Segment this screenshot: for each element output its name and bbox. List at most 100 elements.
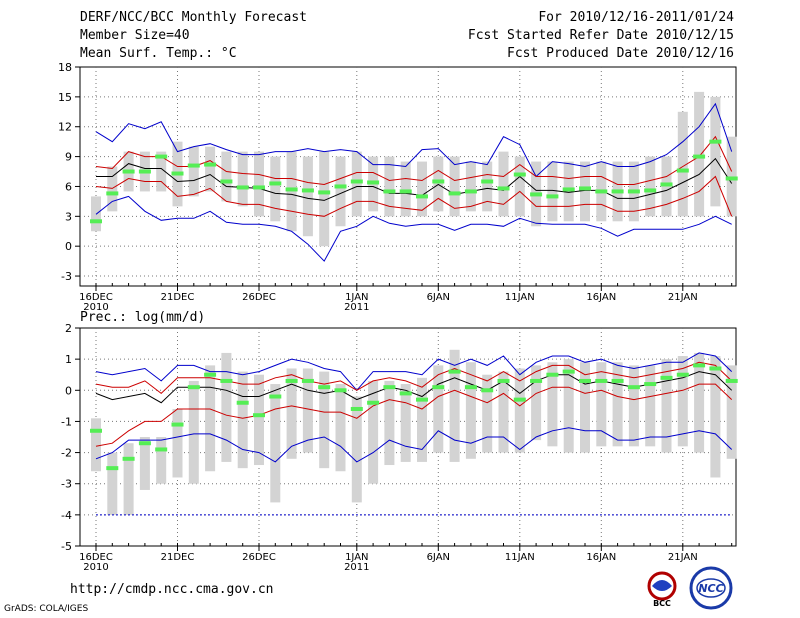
temp-median-marker bbox=[106, 191, 119, 196]
temp-sd-high-line bbox=[95, 135, 733, 186]
prec-median-marker bbox=[318, 385, 331, 390]
bcc-logo: BCC bbox=[647, 571, 677, 608]
prec-median-marker bbox=[725, 378, 738, 383]
temp-ytick-label: 6 bbox=[65, 180, 72, 193]
temp-median-marker bbox=[464, 189, 477, 194]
prec-box bbox=[107, 452, 118, 515]
member-size: Member Size=40 bbox=[80, 28, 190, 43]
prec-median-marker bbox=[595, 378, 608, 383]
prec-xtick-label: 16JAN bbox=[586, 552, 616, 563]
temp-median-marker bbox=[269, 181, 282, 186]
ncc-logo: NCC bbox=[689, 566, 733, 610]
chart-title: DERF/NCC/BCC Monthly Forecast bbox=[80, 10, 307, 25]
prec-box bbox=[580, 362, 590, 453]
prec-median-marker bbox=[236, 400, 249, 405]
temp-box bbox=[221, 151, 232, 202]
prec-box bbox=[139, 437, 150, 490]
temp-median-marker bbox=[220, 179, 233, 184]
temp-box bbox=[514, 156, 525, 217]
temp-median-marker bbox=[676, 168, 689, 173]
prec-box bbox=[91, 418, 101, 472]
temp-ytick-label: 15 bbox=[58, 91, 72, 104]
temp-xtick-label: 16DEC bbox=[79, 292, 113, 303]
prec-xtick-label: 21JAN bbox=[668, 552, 698, 563]
temp-box bbox=[400, 161, 411, 217]
temp-box bbox=[710, 96, 721, 207]
temp-xtick-label: 21JAN bbox=[668, 292, 698, 303]
temp-median-marker bbox=[204, 162, 217, 167]
temp-median-marker bbox=[595, 189, 608, 194]
prec-sd-low-line bbox=[95, 383, 733, 447]
temp-box bbox=[335, 156, 346, 227]
temp-box bbox=[270, 156, 281, 222]
prec-box bbox=[563, 359, 574, 453]
prec-box bbox=[465, 362, 476, 459]
prec-median-marker bbox=[204, 372, 217, 377]
temp-median-marker bbox=[318, 190, 331, 195]
start-date: Fcst Started Refer Date 2010/12/15 bbox=[467, 28, 734, 43]
temp-box bbox=[547, 161, 558, 222]
temp-median-marker bbox=[709, 139, 722, 144]
temp-box bbox=[254, 151, 264, 217]
prec-median-marker bbox=[562, 369, 575, 374]
prec-ytick-label: 1 bbox=[65, 353, 72, 366]
prec-median-marker bbox=[546, 372, 559, 377]
prec-xtick-label: 21DEC bbox=[161, 552, 195, 563]
prec-median-marker bbox=[432, 385, 445, 390]
prec-box bbox=[433, 365, 444, 453]
prec-box bbox=[286, 368, 297, 459]
temp-median-marker bbox=[481, 179, 494, 184]
prec-median-marker bbox=[709, 366, 722, 371]
temp-mean-line bbox=[96, 157, 733, 201]
prec-sd-high-line bbox=[95, 361, 733, 395]
prec-median-marker bbox=[187, 385, 200, 390]
temp-box bbox=[677, 111, 688, 217]
temp-max-line bbox=[95, 102, 733, 178]
temp-box bbox=[351, 151, 362, 217]
temp-median-marker bbox=[367, 180, 380, 185]
ncc-logo-text: NCC bbox=[698, 582, 723, 595]
prec-xtick-label: 16DEC bbox=[79, 552, 113, 563]
prec-box bbox=[498, 371, 509, 453]
prec-box bbox=[351, 396, 362, 503]
temp-box bbox=[205, 146, 216, 192]
temp-box bbox=[694, 91, 705, 217]
prec-median-marker bbox=[660, 375, 673, 380]
prec-median-marker bbox=[155, 447, 168, 452]
prec-median-marker bbox=[399, 391, 412, 396]
ncc-logo-ring bbox=[689, 566, 733, 610]
temp-box bbox=[465, 161, 476, 212]
prec-box bbox=[221, 352, 232, 462]
prec-box bbox=[400, 384, 411, 462]
temp-box bbox=[645, 156, 656, 217]
prec-box bbox=[188, 380, 199, 484]
prec-median-marker bbox=[611, 378, 624, 383]
temp-median-marker bbox=[513, 172, 526, 177]
prec-mean-line bbox=[95, 371, 733, 404]
prec-box bbox=[335, 384, 346, 472]
prec-box bbox=[547, 362, 558, 447]
temp-xtick-label: 16JAN bbox=[586, 292, 616, 303]
prec-median-marker bbox=[513, 397, 526, 402]
prec-median-marker bbox=[106, 466, 119, 471]
prec-box bbox=[694, 352, 705, 453]
temp-median-marker bbox=[399, 189, 412, 194]
prec-ytick-label: -2 bbox=[61, 447, 72, 460]
prec-box bbox=[612, 362, 623, 447]
temp-box bbox=[188, 146, 199, 197]
prec-box bbox=[270, 384, 281, 503]
prec-min-line bbox=[95, 427, 733, 463]
prec-box bbox=[514, 368, 525, 453]
temp-ytick-label: 12 bbox=[58, 121, 72, 134]
temp-median-marker bbox=[693, 154, 706, 159]
prec-box bbox=[205, 365, 216, 472]
temp-ytick-label: 0 bbox=[65, 240, 72, 253]
prec-median-marker bbox=[530, 378, 543, 383]
temp-median-marker bbox=[383, 189, 396, 194]
temp-ytick-label: 9 bbox=[65, 151, 72, 164]
temp-median-marker bbox=[448, 191, 461, 196]
temp-min-line bbox=[95, 195, 732, 262]
source-url[interactable]: http://cmdp.ncc.cma.gov.cn bbox=[70, 582, 274, 597]
